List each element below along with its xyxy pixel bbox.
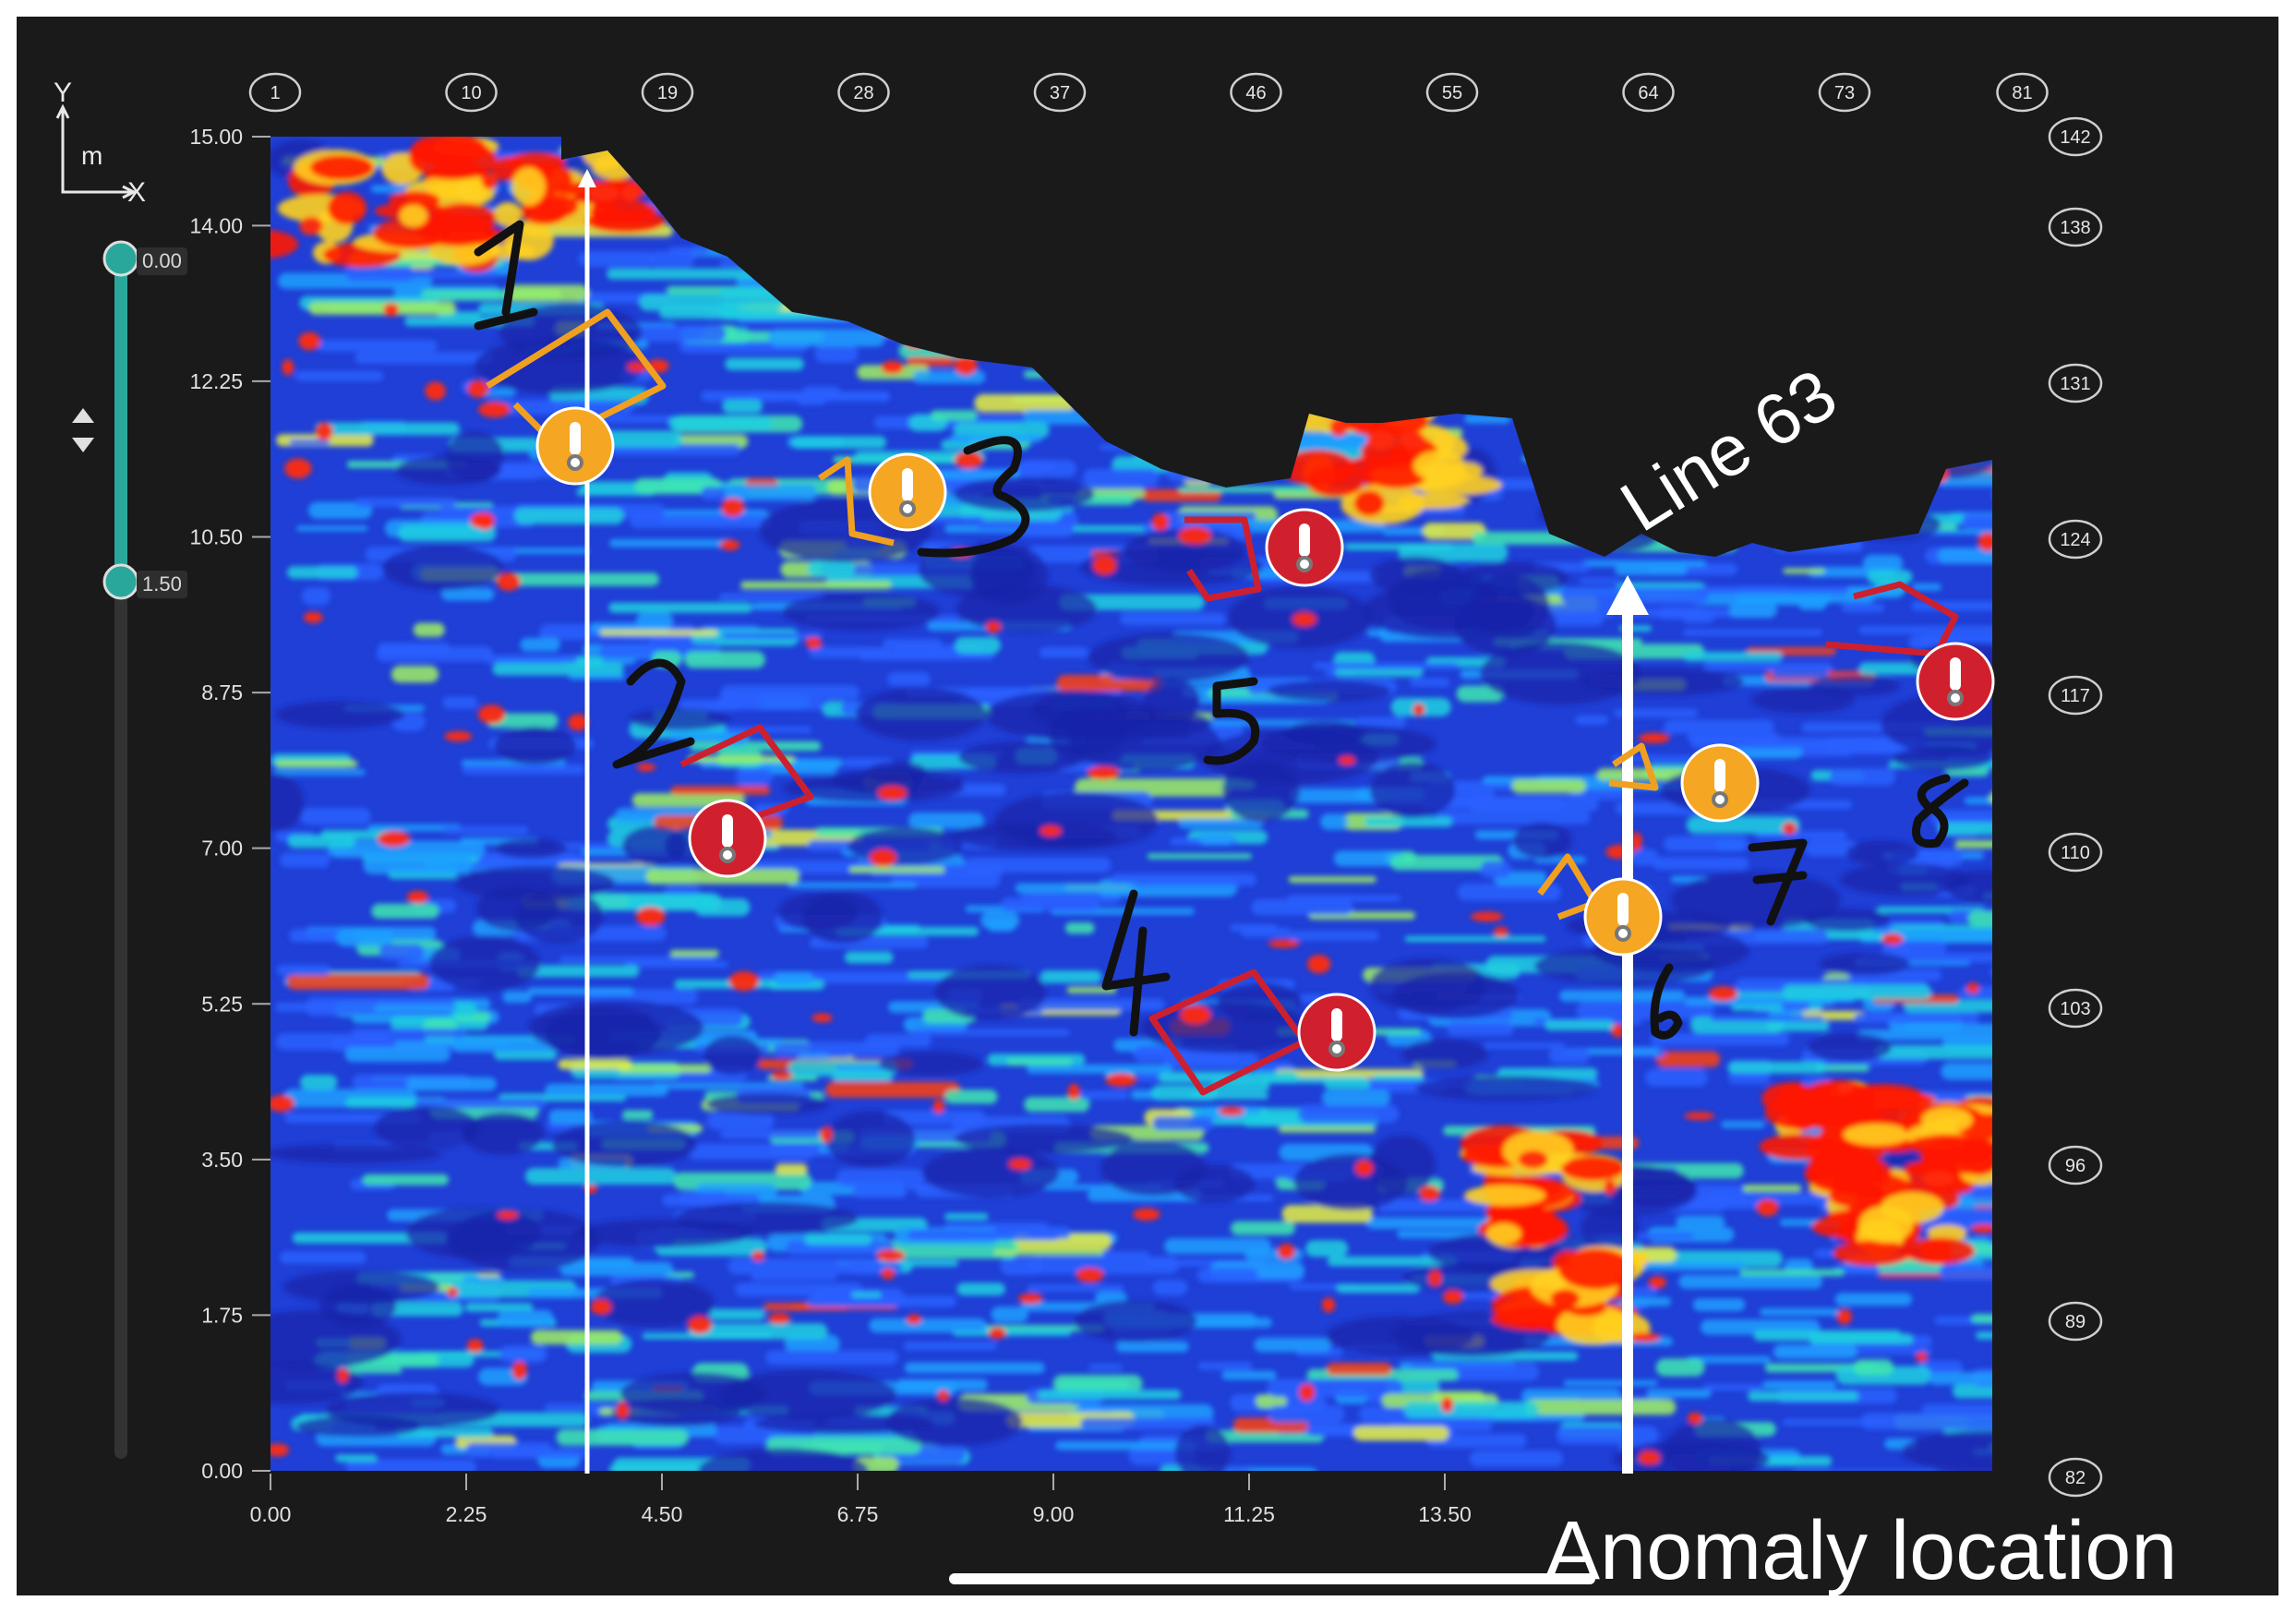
x-axis-ticks: 0.00 2.25 4.50 6.75 9.00 11.25 13.50 (250, 1474, 1472, 1526)
anomaly-marker-red-icon[interactable] (1916, 642, 1995, 721)
depth-slider[interactable] (72, 240, 139, 1459)
x-tick-label: 2.25 (446, 1502, 487, 1526)
top-line-bubble[interactable]: 1 (248, 72, 302, 113)
svg-text:64: 64 (1638, 83, 1658, 103)
mark-8 (1912, 774, 1969, 849)
anomaly-marker-red-icon[interactable] (1265, 508, 1344, 587)
right-line-bubble[interactable]: 82 (2048, 1457, 2103, 1498)
svg-text:19: 19 (657, 83, 678, 103)
right-line-bubble[interactable]: 138 (2048, 207, 2103, 247)
heatmap (270, 137, 1992, 1471)
anomaly-location-label: Anomaly location (1545, 1505, 2177, 1595)
mark-2 (612, 658, 695, 769)
y-tick-label: 0.00 (201, 1459, 243, 1483)
svg-text:110: 110 (2061, 843, 2090, 863)
right-line-bubble[interactable]: 117 (2048, 675, 2103, 716)
top-line-numbers: 1 10 19 28 37 46 55 64 73 81 (248, 72, 2049, 113)
gpr-scan-view: Y m X 15.00 14.00 12.25 10.50 8.75 7.00 5.25 3.… (17, 17, 2278, 1595)
svg-text:117: 117 (2061, 686, 2090, 706)
svg-text:89: 89 (2065, 1312, 2086, 1332)
right-line-bubble[interactable]: 142 (2048, 116, 2103, 157)
top-line-bubble[interactable]: 37 (1033, 72, 1087, 113)
right-line-numbers: 142 138 131 124 117 110 103 96 89 82 (2048, 116, 2103, 1498)
y-axis-ticks: 15.00 14.00 12.25 10.50 8.75 7.00 5.25 3.50 1.75… (189, 125, 270, 1483)
right-line-bubble[interactable]: 103 (2048, 988, 2103, 1029)
svg-text:73: 73 (1834, 83, 1855, 103)
top-line-bubble[interactable]: 73 (1818, 72, 1871, 113)
mark-1 (474, 220, 538, 331)
anomaly-marker-red-icon[interactable] (688, 799, 767, 878)
anomaly-marker-orange-icon[interactable] (868, 452, 947, 532)
handwritten-marks (474, 220, 1969, 1040)
right-line-bubble[interactable]: 96 (2048, 1145, 2103, 1186)
x-tick-label: 9.00 (1033, 1502, 1075, 1526)
right-line-bubble[interactable]: 131 (2048, 363, 2103, 403)
svg-text:37: 37 (1050, 83, 1070, 103)
x-tick-label: 13.50 (1418, 1502, 1472, 1526)
svg-text:10: 10 (461, 83, 481, 103)
svg-text:55: 55 (1442, 83, 1462, 103)
mark-5 (1203, 677, 1259, 765)
svg-text:28: 28 (853, 83, 873, 103)
top-line-bubble[interactable]: 55 (1425, 72, 1479, 113)
top-line-bubble[interactable]: 46 (1230, 72, 1282, 113)
right-line-bubble[interactable]: 89 (2048, 1301, 2103, 1342)
svg-text:82: 82 (2065, 1468, 2086, 1488)
mark-3 (917, 436, 1030, 558)
scan-plot: Y m X 15.0014.0012.2510.508.757.005.253.… (54, 72, 2177, 1595)
top-line-bubble[interactable]: 10 (445, 72, 498, 113)
svg-text:96: 96 (2065, 1156, 2086, 1176)
top-line-bubble[interactable]: 19 (641, 72, 694, 113)
right-line-bubble[interactable]: 110 (2048, 832, 2103, 873)
y-tick-label: 8.75 (201, 680, 243, 704)
svg-text:81: 81 (2012, 83, 2032, 103)
svg-text:1: 1 (270, 83, 280, 103)
svg-text:46: 46 (1245, 83, 1266, 103)
svg-text:142: 142 (2060, 127, 2090, 148)
scan-line-left (578, 169, 596, 1474)
anomaly-marker-orange-icon[interactable] (1583, 877, 1663, 957)
y-tick-label: 15.00 (189, 125, 243, 149)
x-tick-label: 11.25 (1223, 1502, 1275, 1526)
y-tick-label: 1.75 (201, 1303, 243, 1327)
slider-handle-top[interactable] (102, 240, 139, 277)
slider-bottom-value: 1.50 (137, 571, 187, 598)
y-tick-label: 7.00 (201, 837, 243, 861)
slider-top-value: 0.00 (137, 247, 187, 275)
svg-text:103: 103 (2060, 999, 2090, 1019)
anomaly-marker-red-icon[interactable] (1297, 993, 1376, 1072)
y-tick-label: 12.25 (189, 369, 243, 393)
anomaly-marker-orange-icon[interactable] (1680, 743, 1760, 823)
svg-text:124: 124 (2060, 530, 2090, 550)
slider-handle-bottom[interactable] (102, 563, 139, 600)
svg-text:131: 131 (2060, 374, 2090, 394)
y-tick-label: 10.50 (189, 525, 243, 549)
updown-arrows-icon[interactable] (72, 408, 94, 452)
y-tick-label: 5.25 (201, 992, 243, 1016)
top-line-bubble[interactable]: 64 (1622, 72, 1675, 113)
axis-indicator: Y m X (54, 78, 146, 208)
x-tick-label: 6.75 (837, 1502, 879, 1526)
top-line-bubble[interactable]: 81 (1996, 72, 2049, 113)
mark-6 (1650, 963, 1683, 1040)
line-63-label: Line 63 (1606, 353, 1850, 547)
x-tick-label: 4.50 (642, 1502, 683, 1526)
anomaly-markers[interactable] (535, 406, 1995, 1072)
axis-y-letter: Y (54, 78, 72, 108)
home-indicator[interactable] (949, 1573, 1595, 1584)
axis-unit: m (81, 141, 102, 170)
top-line-bubble[interactable]: 28 (837, 72, 890, 113)
mark-7 (1748, 838, 1808, 926)
right-line-bubble[interactable]: 124 (2048, 519, 2103, 560)
x-tick-label: 0.00 (250, 1502, 292, 1526)
anomaly-marker-orange-icon[interactable] (535, 406, 615, 486)
y-tick-label: 14.00 (189, 213, 243, 237)
mark-4 (1101, 889, 1171, 1037)
y-tick-label: 3.50 (201, 1148, 243, 1172)
svg-text:138: 138 (2060, 218, 2090, 238)
axis-x-letter: X (127, 177, 146, 208)
